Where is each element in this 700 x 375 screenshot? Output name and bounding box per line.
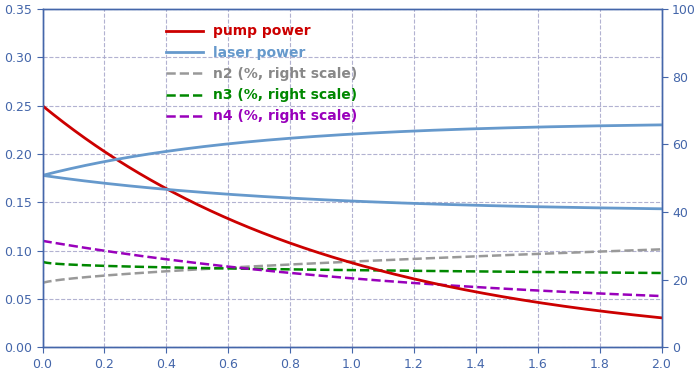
Legend: pump power, laser power, n2 (%, right scale), n3 (%, right scale), n4 (%, right : pump power, laser power, n2 (%, right sc…: [160, 19, 363, 129]
